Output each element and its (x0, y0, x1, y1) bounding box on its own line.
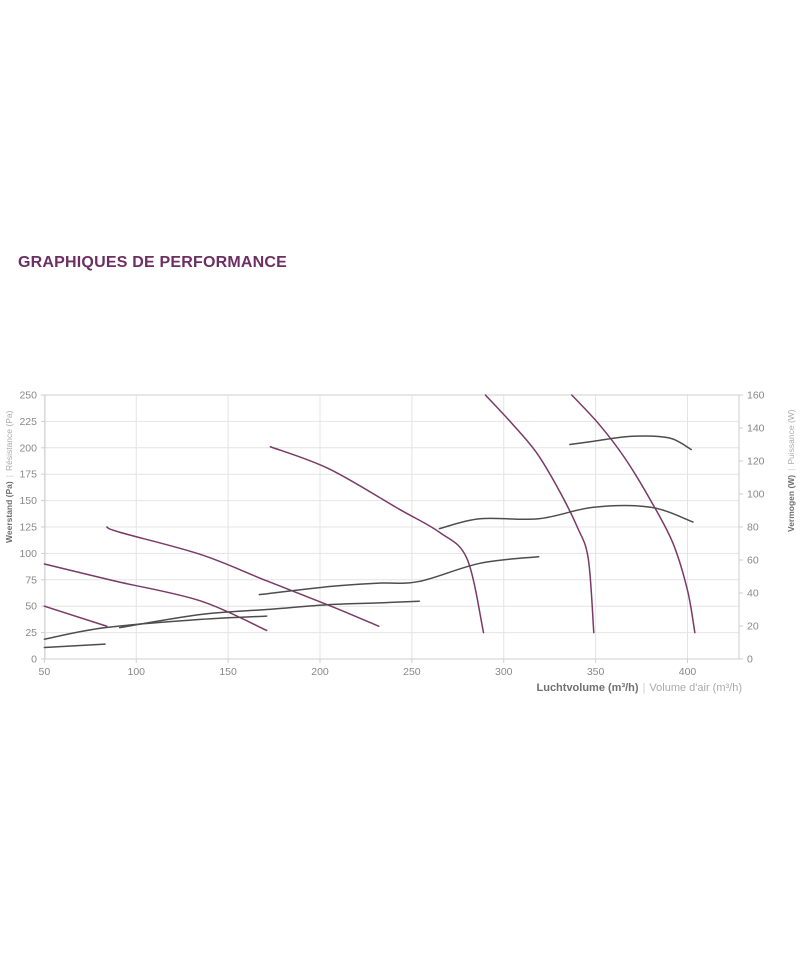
svg-text:0: 0 (31, 654, 37, 666)
svg-text:25: 25 (25, 627, 37, 639)
svg-text:140: 140 (747, 423, 765, 435)
svg-text:120: 120 (747, 456, 765, 468)
svg-text:200: 200 (19, 442, 37, 454)
svg-text:200: 200 (311, 666, 329, 678)
svg-text:100: 100 (127, 666, 145, 678)
svg-text:20: 20 (747, 621, 759, 633)
svg-text:60: 60 (747, 555, 759, 567)
svg-text:400: 400 (679, 666, 697, 678)
svg-text:50: 50 (25, 601, 37, 613)
svg-text:125: 125 (19, 522, 37, 534)
svg-text:175: 175 (19, 469, 37, 481)
svg-text:100: 100 (747, 489, 765, 501)
svg-text:50: 50 (39, 666, 51, 678)
svg-text:80: 80 (747, 522, 759, 534)
svg-text:250: 250 (19, 390, 37, 402)
svg-text:250: 250 (403, 666, 421, 678)
svg-text:300: 300 (495, 666, 513, 678)
svg-text:350: 350 (587, 666, 605, 678)
svg-text:0: 0 (747, 654, 753, 666)
svg-text:40: 40 (747, 588, 759, 600)
svg-text:150: 150 (219, 666, 237, 678)
svg-text:160: 160 (747, 390, 765, 402)
svg-text:100: 100 (19, 548, 37, 560)
svg-text:150: 150 (19, 495, 37, 507)
svg-text:75: 75 (25, 574, 37, 586)
svg-text:225: 225 (19, 416, 37, 428)
